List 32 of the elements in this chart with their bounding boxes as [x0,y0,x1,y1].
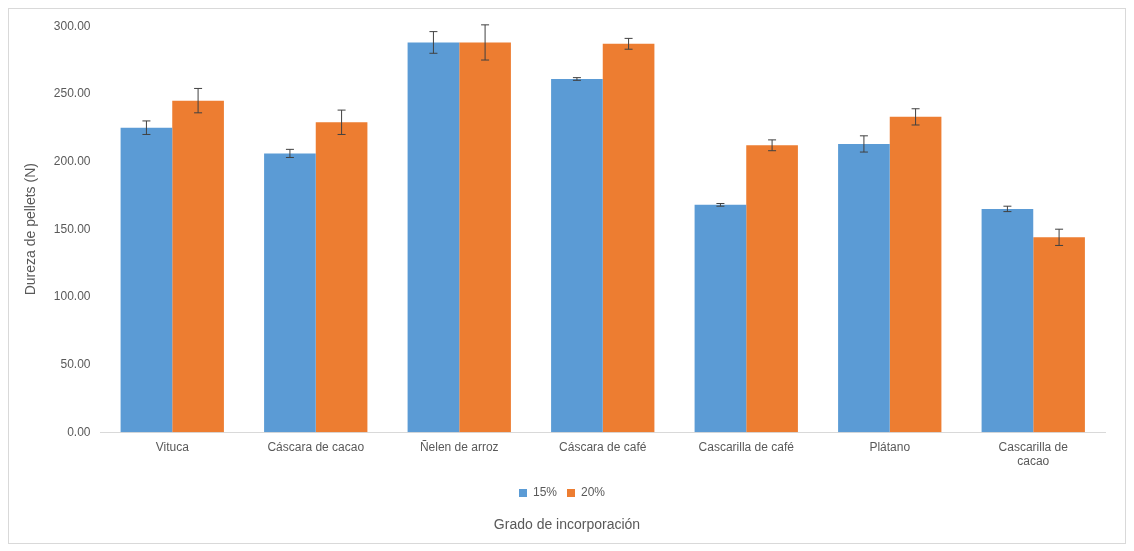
bar [551,78,603,433]
bar [172,100,224,433]
bar [981,208,1034,433]
y-tick-label: 250.00 [53,86,91,101]
x-axis-title: Grado de incorporación [492,516,642,532]
y-tick-label: 200.00 [53,153,91,168]
bar [602,43,655,433]
y-tick-label: 50.00 [60,356,91,371]
y-tick-label: 0.00 [67,424,91,439]
x-tick-label: Cáscara de cacao [267,439,365,454]
x-tick-label: Cáscara de café [559,439,647,454]
x-tick-label: Vituca [155,439,190,454]
bar [694,204,747,433]
x-tick-label: Ñelen de arroz [419,439,499,454]
bar [838,143,890,433]
y-axis-title: Dureza de pellets (N) [22,163,39,296]
bar [315,122,368,433]
legend-label: 20% [581,485,606,500]
bar [264,153,316,433]
y-tick-label: 300.00 [53,18,91,33]
bar [889,116,942,433]
y-tick-label: 100.00 [53,289,91,304]
x-tick-label: Cascarilla de café [698,439,795,454]
bar [120,127,173,433]
y-tick-label: 150.00 [53,221,91,236]
bar [459,42,511,433]
legend-label: 15% [532,485,558,500]
bar [1033,237,1085,433]
x-tick-label: Cascarilla de cacao [998,439,1069,469]
bar [746,145,798,433]
x-tick-label: Plátano [869,439,911,454]
bar [407,42,460,433]
